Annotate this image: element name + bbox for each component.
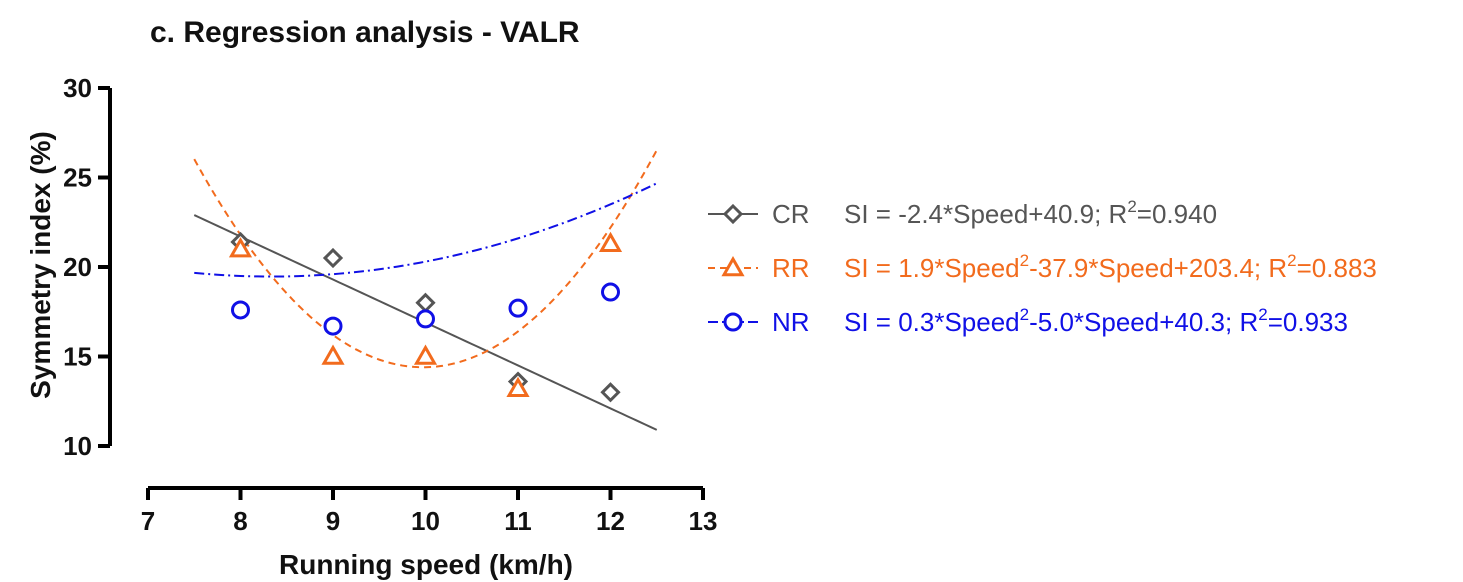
data-point-nr <box>323 316 343 336</box>
data-point-nr <box>416 309 435 329</box>
data-point-rr <box>598 231 623 252</box>
legend: CR SI = -2.4*Speed+40.9; R2=0.940 RR SI = 1… <box>708 197 1377 337</box>
x-tick-label: 7 <box>141 506 155 536</box>
data-points <box>228 231 623 403</box>
y-tick-label: 15 <box>63 342 92 372</box>
data-point-nr <box>231 300 250 320</box>
fit-line-nr <box>194 182 658 278</box>
data-point-rr <box>413 344 438 365</box>
legend-name-rr: RR <box>772 253 810 283</box>
legend-equation-rr: SI = 1.9*Speed2-37.9*Speed+203.4; R2=0.8… <box>844 251 1377 283</box>
data-point-rr <box>506 376 530 397</box>
axes: 10 15 20 25 30 7 8 9 10 11 12 13 <box>63 73 717 536</box>
y-tick-label: 30 <box>63 73 92 103</box>
data-point-cr <box>600 382 621 403</box>
data-point-nr <box>508 298 528 318</box>
legend-equation-nr: SI = 0.3*Speed2-5.0*Speed+40.3; R2=0.933 <box>844 305 1348 337</box>
x-tick-label: 12 <box>596 506 625 536</box>
data-point-rr <box>321 344 345 365</box>
y-tick-label: 20 <box>63 252 92 282</box>
x-tick-label: 13 <box>689 506 718 536</box>
y-axis-label: Symmetry index (%) <box>25 131 56 399</box>
legend-name-cr: CR <box>772 199 810 229</box>
data-point-cr <box>415 292 436 313</box>
y-tick-label: 25 <box>63 163 92 193</box>
data-point-nr <box>601 282 620 302</box>
legend-marker-nr <box>723 312 743 332</box>
data-point-rr <box>228 237 253 258</box>
legend-equation-cr: SI = -2.4*Speed+40.9; R2=0.940 <box>844 197 1217 229</box>
data-point-cr <box>322 247 344 269</box>
chart-title: c. Regression analysis - VALR <box>150 16 580 49</box>
fit-line-rr <box>193 149 658 369</box>
y-tick-label: 10 <box>63 431 92 461</box>
fit-lines <box>193 149 658 431</box>
x-tick-label: 11 <box>504 506 532 536</box>
legend-marker-cr <box>722 203 744 225</box>
legend-marker-rr <box>721 255 745 277</box>
legend-name-nr: NR <box>772 307 810 337</box>
x-tick-label: 8 <box>233 506 247 536</box>
x-axis-label: Running speed (km/h) <box>279 549 573 580</box>
x-tick-label: 9 <box>326 506 340 536</box>
x-tick-label: 10 <box>411 506 440 536</box>
